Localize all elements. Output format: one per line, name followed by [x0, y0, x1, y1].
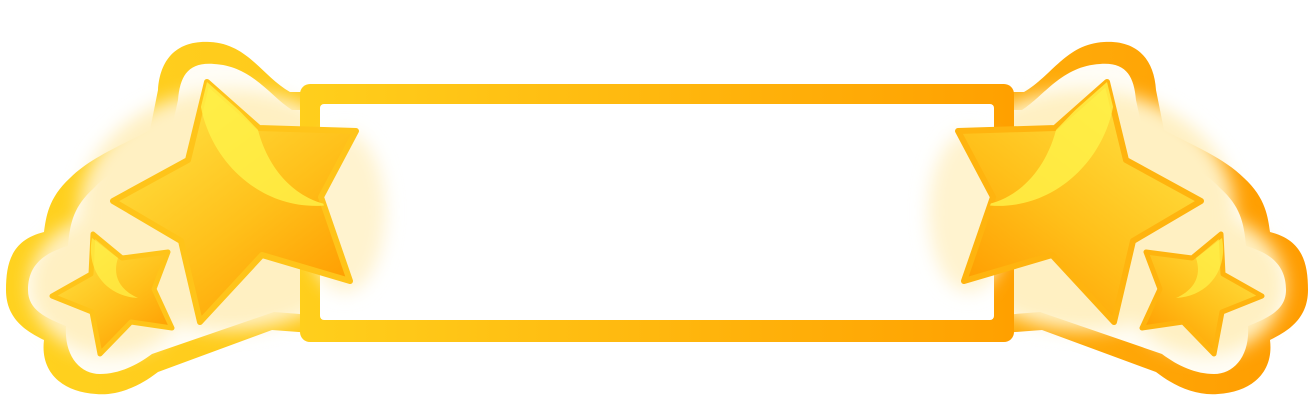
star-icon: [955, 79, 1204, 325]
banner-panel: [320, 104, 994, 320]
star-icon: [49, 231, 175, 357]
star-icon: [1139, 231, 1265, 357]
star-icon: [110, 79, 359, 325]
banner-label: [380, 120, 934, 290]
